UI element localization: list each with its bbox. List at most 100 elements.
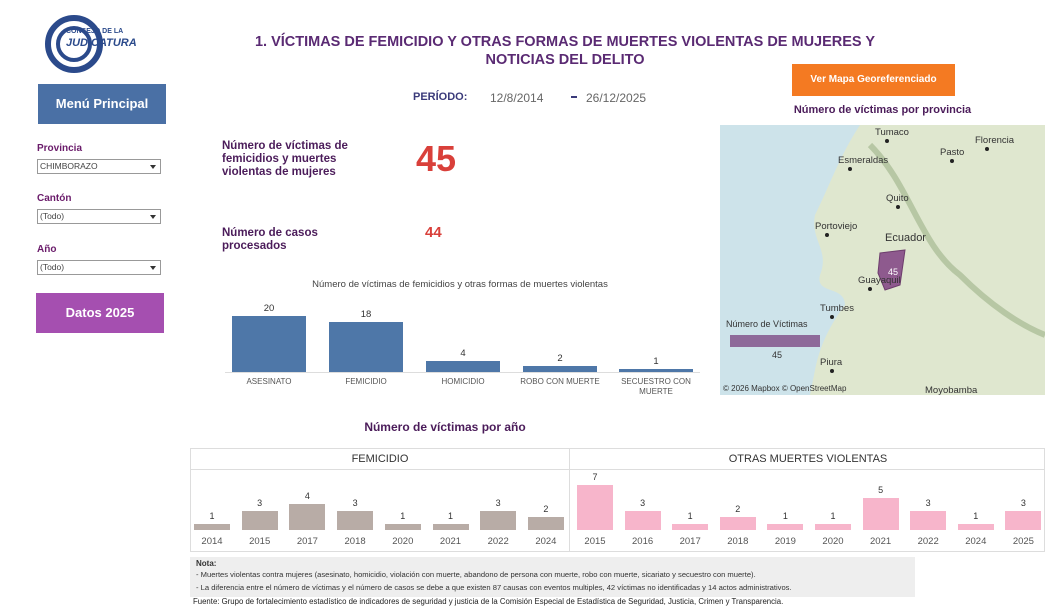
place-dot <box>830 315 834 319</box>
bar <box>432 523 469 530</box>
place-label: Tumaco <box>875 127 909 138</box>
bar <box>232 316 306 372</box>
year-label: 2017 <box>296 536 318 547</box>
map: Tumaco Pasto Florencia Esmeraldas Quito Porto… <box>720 125 1045 395</box>
bar <box>767 523 804 530</box>
title: 1. VÍCTIMAS DE FEMICIDIO Y OTRAS FORMAS … <box>254 34 876 68</box>
chart-title: Número de víctimas de femicidios y otras… <box>312 279 608 290</box>
place-label: Ecuador <box>885 232 926 244</box>
data-label: 1 <box>209 510 215 521</box>
logo-text: JUDICATURA <box>66 37 137 49</box>
bar <box>241 510 278 530</box>
place-label: Guayaquil <box>858 275 901 286</box>
year-label: 2021 <box>439 536 462 547</box>
year-panel-header <box>190 448 1045 470</box>
place-label: Piura <box>820 357 843 368</box>
place-label: Tumbes <box>820 303 854 314</box>
place-dot <box>885 139 889 143</box>
kpi-value: 44 <box>425 224 442 241</box>
source: Fuente: Grupo de fortalecimiento estadís… <box>193 597 784 606</box>
category-label: ASESINATO <box>246 377 292 386</box>
data-label: 1 <box>830 510 836 521</box>
year-label: 2025 <box>1012 536 1034 547</box>
bar <box>329 321 403 372</box>
bar <box>527 517 564 530</box>
data-label: 4 <box>304 491 310 502</box>
year-label: 2022 <box>917 536 939 547</box>
logo-text: CONSEJO DE LA <box>66 28 124 35</box>
dropdown[interactable]: (Todo) <box>37 260 161 275</box>
data-label: 1 <box>782 510 788 521</box>
logo-mark <box>45 15 103 73</box>
year-label: 2020 <box>392 536 414 547</box>
kpi-label: Número de casos procesados <box>222 227 318 252</box>
data-2025-button[interactable]: Datos 2025 <box>36 293 164 333</box>
year-label: 2020 <box>822 536 844 547</box>
year-label: 2024 <box>965 536 987 547</box>
data-label: 1 <box>653 356 659 368</box>
bar <box>480 510 517 530</box>
bar <box>337 510 374 530</box>
data-label: 18 <box>360 308 372 320</box>
dropdown-value: (Todo) <box>40 211 65 221</box>
period-dash <box>571 96 577 98</box>
year-label: 2024 <box>535 536 557 547</box>
data-label: 3 <box>925 497 931 508</box>
attribution: © 2026 Mapbox © OpenStreetMap <box>723 384 847 393</box>
category-label: ROBO CON MUERTE <box>520 377 600 386</box>
period-end: 26/12/2025 <box>586 91 647 105</box>
dropdown-arrow <box>150 165 156 169</box>
data-label: 3 <box>1020 497 1026 508</box>
year-label: 2017 <box>679 536 701 547</box>
data-label: 20 <box>263 303 275 314</box>
place-label: Esmeraldas <box>838 155 888 166</box>
data-label: 4 <box>460 347 466 359</box>
place-label: Portoviejo <box>815 221 857 232</box>
region-label: 45 <box>888 267 898 277</box>
note: - La diferencia entre el número de vícti… <box>196 583 792 592</box>
year-label: 2021 <box>870 536 892 547</box>
note: - Muertes violentas contra mujeres (ases… <box>196 570 756 579</box>
data-label: 2 <box>735 504 741 515</box>
map-button[interactable]: Ver Mapa Georeferenciado <box>792 64 955 96</box>
period-label: PERÍODO: <box>413 91 468 103</box>
year-label: 2018 <box>344 536 366 547</box>
place-dot <box>896 205 900 209</box>
year-label: 2015 <box>584 536 606 547</box>
chart-title: Número de víctimas por año <box>364 420 526 434</box>
place-dot <box>985 147 989 151</box>
year-label: 2018 <box>727 536 749 547</box>
notes-box <box>190 557 915 597</box>
bar <box>289 504 326 530</box>
map-title: Número de víctimas por provincia <box>793 104 972 116</box>
data-label: 5 <box>878 484 884 495</box>
legend-value: 45 <box>772 350 782 360</box>
bar <box>523 366 597 372</box>
bar <box>384 523 421 530</box>
filter-label: Año <box>37 244 57 255</box>
bar <box>426 360 500 372</box>
place-label: Pasto <box>940 147 964 158</box>
dropdown-arrow <box>150 266 156 270</box>
data-label: 3 <box>640 497 646 508</box>
panel-title: FEMICIDIO <box>351 453 409 465</box>
category-label: FEMICIDIO <box>345 377 387 386</box>
place-dot <box>825 233 829 237</box>
legend-title: Número de Víctimas <box>726 319 808 329</box>
year-label: 2015 <box>249 536 271 547</box>
kpi-label: Número de víctimas de femicidios y muert… <box>222 140 348 178</box>
place-label: Florencia <box>975 135 1015 146</box>
dropdown[interactable]: CHIMBORAZO <box>37 159 161 174</box>
dropdown-arrow <box>150 215 156 219</box>
panel-title: OTRAS MUERTES VIOLENTAS <box>728 453 888 465</box>
main-menu-button[interactable]: Menú Principal <box>38 84 166 124</box>
place-label: Moyobamba <box>925 385 978 395</box>
dropdown[interactable]: (Todo) <box>37 209 161 224</box>
bar <box>624 510 661 530</box>
data-label: 3 <box>257 497 263 508</box>
notes-heading: Nota: <box>196 559 217 568</box>
category-label: HOMICIDIO <box>441 377 485 386</box>
place-dot <box>830 369 834 373</box>
data-label: 1 <box>687 510 693 521</box>
